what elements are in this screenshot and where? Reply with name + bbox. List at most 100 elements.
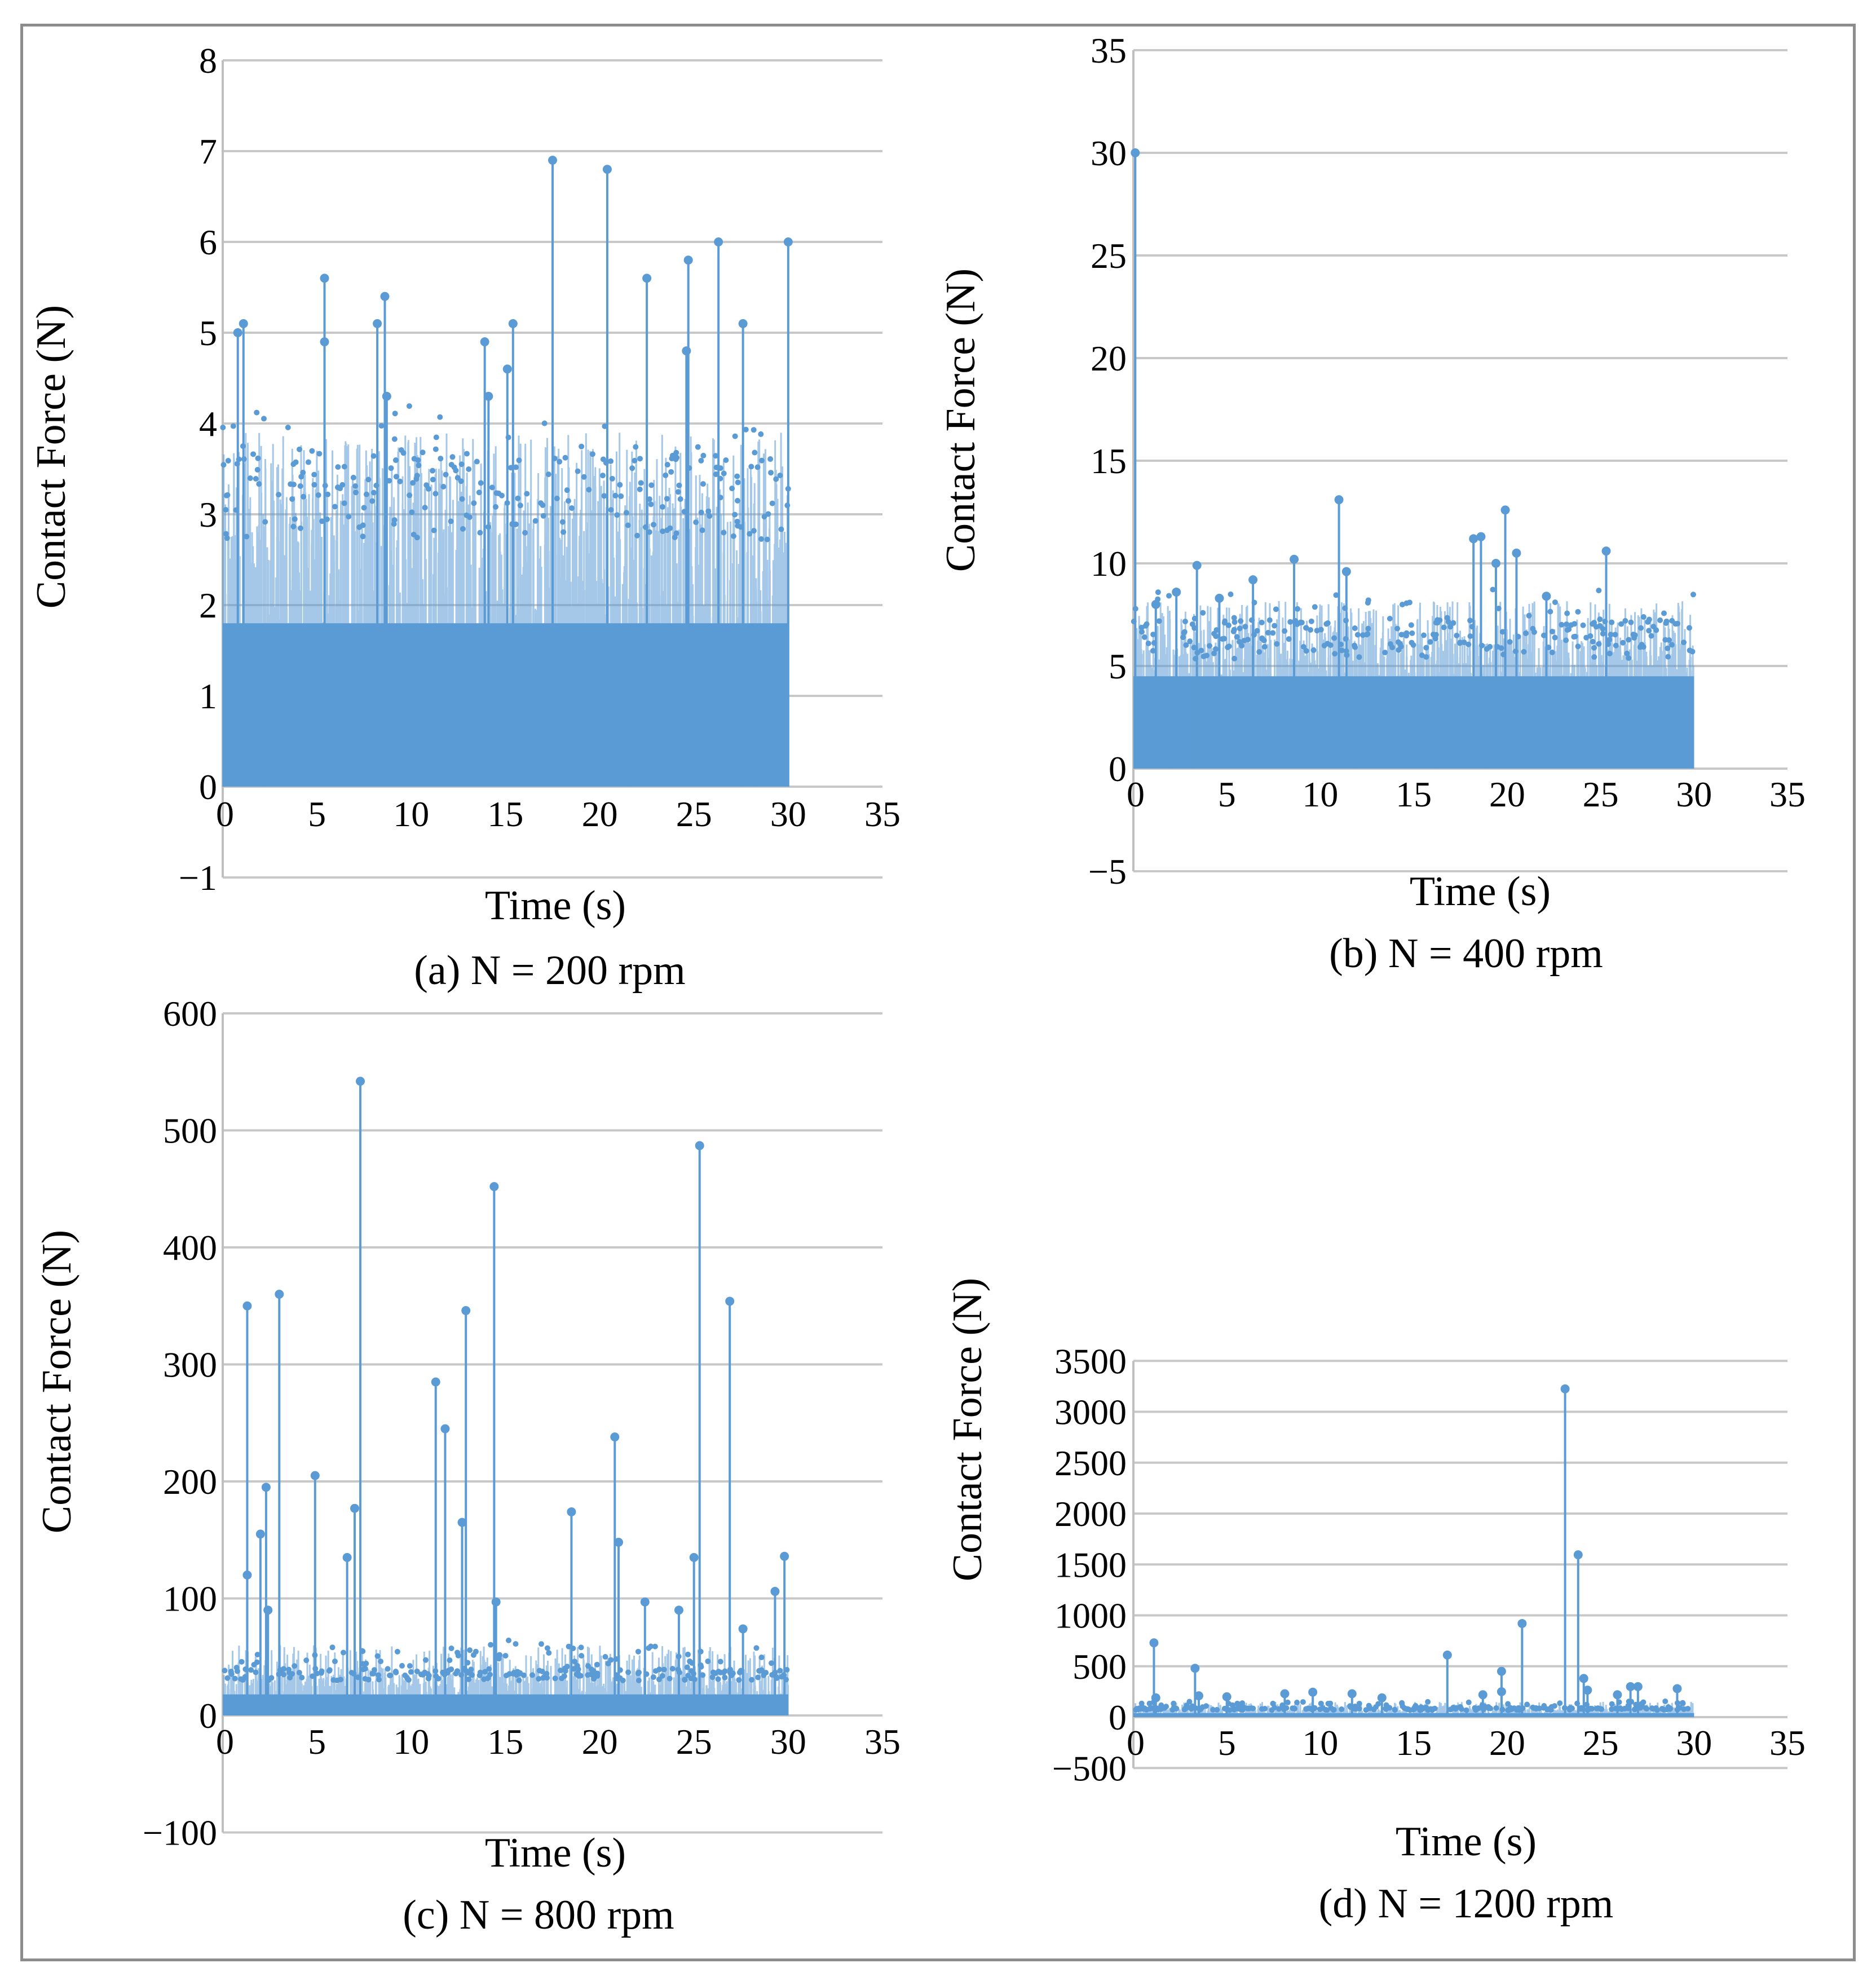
data-band-marker (473, 1648, 479, 1655)
data-band-marker (286, 1666, 292, 1673)
data-point (1341, 567, 1351, 769)
data-point-marker (508, 319, 518, 328)
data-point-marker (1497, 1666, 1506, 1676)
data-band-marker (675, 489, 681, 495)
data-point-marker (1149, 1638, 1159, 1648)
data-band-marker (1327, 642, 1334, 649)
data-band-marker (722, 1674, 728, 1680)
data-band-marker (1600, 626, 1606, 632)
data-band-marker (730, 1670, 736, 1677)
data-band-marker (414, 535, 420, 541)
data-band-marker (224, 535, 230, 541)
data-band-marker (1286, 636, 1292, 642)
data-band-marker (1261, 643, 1268, 650)
data-point (382, 391, 391, 787)
y-axis-title: Contact Force (N) (938, 268, 984, 572)
data-band-marker (440, 483, 447, 489)
data-point (263, 1605, 273, 1715)
data-point-marker (320, 274, 329, 283)
data-band-marker (1256, 649, 1263, 655)
data-band-marker (250, 451, 257, 457)
data-band-marker (524, 491, 530, 497)
data-band-marker (1310, 647, 1317, 653)
data-band-marker (370, 489, 377, 496)
data-band-marker (560, 529, 567, 535)
data-band-marker (682, 1677, 688, 1683)
data-band-marker (656, 1677, 663, 1683)
chart-panel-c: −100 0 100 200 300 400 500 600 0 5 10 15 20 25 30 35 Con… (34, 994, 901, 1938)
data-band-marker (1420, 1705, 1427, 1711)
data-band-marker (297, 525, 303, 531)
data-band-marker (591, 1676, 597, 1682)
data-band-marker (1667, 1706, 1673, 1712)
y-tick-label: 15 (1091, 441, 1127, 481)
data-band-marker (1150, 632, 1157, 638)
data-band-marker (1622, 617, 1628, 624)
x-tick-label: 15 (1396, 774, 1432, 814)
data-point (275, 1290, 284, 1715)
data-band-marker (673, 530, 679, 536)
data-band-marker (353, 489, 359, 496)
data-band-marker (433, 434, 439, 440)
data-band-marker (466, 466, 472, 473)
data-band-marker (1661, 610, 1667, 616)
data-band-marker (387, 1673, 393, 1679)
data-band-marker (546, 1650, 552, 1656)
data-band-marker (1409, 630, 1415, 636)
data-band-marker (578, 1644, 584, 1651)
data-band-marker (1213, 627, 1220, 633)
data-band-marker (253, 1669, 259, 1675)
data-band-marker (529, 1672, 536, 1678)
y-tick-label: 200 (163, 1462, 217, 1502)
data-band-marker (285, 424, 291, 430)
data-band-marker (468, 1666, 474, 1673)
data-point (780, 1551, 789, 1715)
data-band-marker (638, 480, 644, 486)
data-band-marker (758, 457, 765, 464)
data-band-marker (1564, 627, 1570, 633)
data-band-marker (222, 1668, 228, 1674)
data-band-marker (705, 1658, 711, 1665)
data-band-marker (1363, 1707, 1369, 1713)
data-band-marker (1423, 645, 1429, 651)
data-point-marker (1248, 575, 1258, 585)
data-band-marker (1200, 610, 1206, 616)
data-band-marker (1429, 1706, 1436, 1712)
data-band-marker (1303, 625, 1309, 631)
data-point-marker (380, 292, 390, 301)
data-band-marker (1495, 605, 1502, 611)
data-band-marker (477, 530, 483, 536)
data-band-marker (758, 1655, 765, 1661)
data-band-marker (618, 493, 624, 499)
data-band-marker (449, 454, 456, 460)
data-band-marker (356, 524, 363, 530)
data-band-marker (779, 1674, 785, 1680)
data-band-marker (602, 1654, 608, 1660)
data-band-marker (315, 492, 321, 498)
data-band-marker (363, 491, 369, 497)
data-band-marker (290, 482, 297, 488)
data-band-marker (1353, 1706, 1359, 1712)
data-band-marker (632, 457, 638, 464)
data-band-marker (612, 492, 619, 499)
data-band-marker (1382, 650, 1388, 656)
data-point-marker (642, 274, 652, 283)
data-band-marker (1213, 633, 1219, 639)
x-axis-title: Time (s) (485, 883, 626, 929)
data-band-marker (1265, 630, 1271, 636)
data-point-marker (1469, 534, 1478, 544)
data-band-marker (1399, 602, 1405, 608)
data-point-marker (1194, 1691, 1203, 1701)
data-band-marker (325, 491, 331, 497)
data-point (1151, 599, 1160, 769)
data-band-marker (573, 1671, 580, 1678)
data-point-marker (461, 1306, 471, 1316)
data-point (610, 1432, 620, 1715)
data-band-marker (467, 1647, 473, 1653)
data-band-marker (432, 491, 439, 497)
data-band-marker (1250, 1705, 1256, 1711)
data-band-marker (1211, 650, 1217, 656)
x-tick-label: 20 (1489, 774, 1525, 814)
y-tick-label: −500 (1052, 1748, 1127, 1788)
data-point-marker (1215, 593, 1224, 603)
